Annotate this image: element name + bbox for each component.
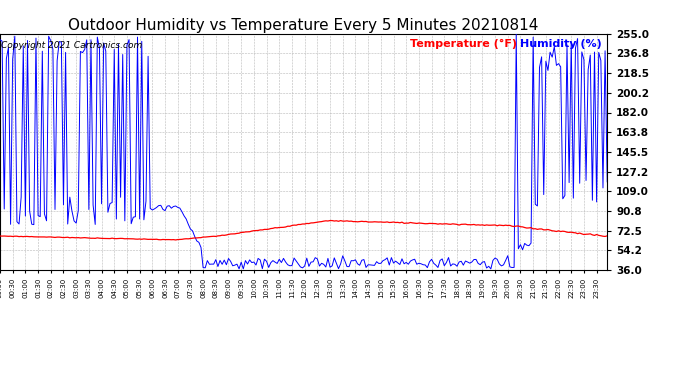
Legend: Temperature (°F), Humidity (%): Temperature (°F), Humidity (%) bbox=[410, 39, 602, 50]
Text: Copyright 2021 Cartronics.com: Copyright 2021 Cartronics.com bbox=[1, 41, 142, 50]
Title: Outdoor Humidity vs Temperature Every 5 Minutes 20210814: Outdoor Humidity vs Temperature Every 5 … bbox=[68, 18, 539, 33]
